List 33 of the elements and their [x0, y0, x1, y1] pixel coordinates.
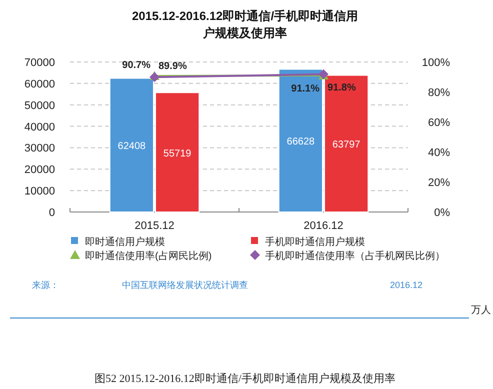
data-label: 55719: [163, 148, 192, 160]
y2-tick-label: 0%: [434, 207, 450, 219]
data-label: 62408: [118, 141, 146, 152]
data-label: 89.9%: [158, 61, 187, 72]
chart-title: 2015.12-2016.12即时通信/手机即时通信用户规模及使用率: [132, 9, 358, 40]
y-tick-label: 30000: [24, 142, 55, 155]
data-label: 91.8%: [328, 82, 356, 94]
y2-tick-label: 60%: [428, 117, 450, 129]
y-tick-label: 40000: [24, 121, 55, 134]
text: 中国互联网络发展状况统计调查: [122, 280, 248, 290]
data-label: 90.7%: [122, 60, 151, 71]
data-label: 91.1%: [291, 83, 320, 94]
y-tick-label: 60000: [24, 78, 55, 90]
data-label: 66628: [286, 136, 316, 148]
y2-tick-label: 80%: [428, 87, 450, 99]
text: 2016.12: [390, 280, 423, 290]
y-tick-label: 10000: [24, 186, 55, 198]
y-tick-label: 70000: [24, 57, 55, 69]
y2-tick-label: 100%: [422, 57, 450, 69]
y2-tick-label: 20%: [428, 177, 450, 189]
source-note: 来源：: [32, 280, 59, 290]
caption: 图52 2015.12-2016.12即时通信/手机即时通信用户规模及使用率: [94, 372, 396, 385]
text: 万人: [471, 305, 491, 316]
y2-tick-label: 40%: [428, 147, 450, 159]
legend-label: 手机即时通信用户规模: [265, 236, 365, 248]
y-tick-label: 50000: [24, 100, 55, 112]
legend-label: 即时通信使用率(占网民比例): [85, 250, 212, 262]
x-tick-label: 2015.12: [134, 220, 174, 232]
y-tick-label: 0: [48, 207, 55, 219]
legend-label: 手机即时通信使用率（占手机网民比例）: [265, 250, 445, 262]
data-label: 63797: [332, 140, 361, 151]
y-tick-label: 20000: [24, 164, 55, 176]
legend-label: 即时通信用户规模: [85, 236, 165, 248]
